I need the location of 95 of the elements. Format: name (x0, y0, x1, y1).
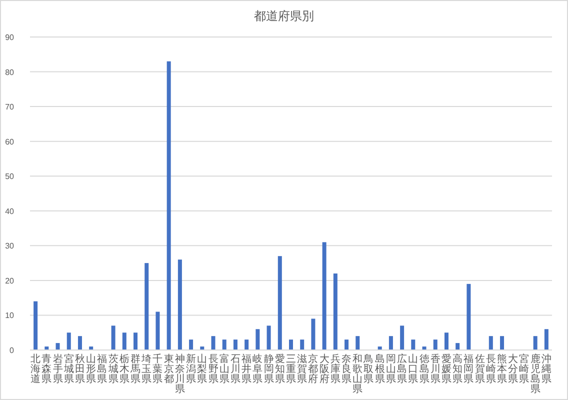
x-tick-label: 沖縄県 (540, 353, 552, 385)
bar (400, 326, 404, 350)
bar (134, 332, 138, 350)
y-tick-label: 40 (5, 206, 15, 216)
bar (411, 340, 416, 350)
bar (166, 61, 171, 350)
bar (278, 256, 282, 350)
y-tick-label: 30 (5, 242, 15, 251)
bar (300, 340, 304, 350)
bar (388, 336, 393, 350)
y-tick-label: 60 (5, 137, 15, 146)
x-tick-label: 岩手県 (52, 353, 63, 385)
bar (144, 263, 149, 350)
bar (500, 336, 504, 350)
x-tick-label: 岡山県 (386, 354, 396, 385)
bar (466, 284, 471, 350)
y-tick-label: 90 (5, 33, 15, 42)
x-tick-label: 青森県 (42, 353, 52, 385)
bar (244, 340, 249, 350)
bar (544, 329, 548, 350)
bar (122, 332, 126, 350)
x-tick-label: 山口県 (408, 353, 418, 385)
x-tick-label: 長崎県 (486, 354, 496, 385)
x-tick-label: 秋田県 (74, 353, 85, 385)
bar (433, 340, 438, 350)
x-tick-label: 奈良県 (342, 354, 352, 385)
bar (66, 332, 71, 350)
x-tick-label: 大分県 (508, 353, 518, 385)
x-tick-label: 高知県 (452, 353, 463, 385)
bar (56, 343, 60, 350)
bar (266, 326, 271, 350)
y-tick-label: 0 (10, 346, 15, 355)
bar (78, 336, 82, 350)
x-tick-label: 愛知県 (274, 353, 285, 385)
bar (189, 340, 194, 350)
bar (333, 273, 338, 350)
chart-title: 都道府県別 (254, 9, 314, 23)
bar (111, 326, 116, 350)
y-tick-label: 20 (5, 276, 15, 286)
y-tick-label: 70 (5, 102, 15, 112)
x-tick-label: 静岡県 (264, 353, 274, 385)
x-tick-label: 宮城県 (62, 353, 74, 385)
x-tick-label: 三重県 (286, 354, 296, 385)
bar (311, 318, 316, 350)
bar (256, 329, 260, 350)
bar (344, 340, 349, 350)
bar (533, 336, 538, 350)
bar (488, 336, 493, 350)
x-tick-label: 福島県 (97, 353, 108, 385)
x-tick-label: 山形県 (86, 353, 96, 385)
x-tick-label: 佐賀県 (474, 354, 485, 385)
bar (211, 336, 216, 350)
x-tick-label: 新潟県 (186, 353, 196, 385)
x-tick-label: 北海道 (30, 353, 41, 385)
x-tick-label: 鹿児島県 (530, 353, 540, 395)
x-tick-label: 京都府 (308, 353, 318, 385)
x-tick-label: 宮崎県 (519, 353, 530, 385)
bar (456, 343, 460, 350)
x-tick-label: 大阪府 (319, 353, 330, 385)
x-tick-label: 長野県 (208, 354, 218, 385)
x-tick-label: 福井県 (242, 353, 252, 385)
x-tick-label: 石川県 (230, 354, 240, 385)
bar (222, 340, 226, 350)
x-tick-label: 栃木県 (119, 353, 130, 385)
x-tick-label: 東京都 (164, 353, 174, 385)
x-tick-label: 徳島県 (419, 354, 430, 385)
bar (322, 242, 326, 350)
x-tick-label: 神奈川県 (174, 353, 185, 395)
bar (34, 301, 38, 350)
bar (233, 340, 238, 350)
x-tick-label: 島根県 (374, 353, 385, 385)
x-tick-label: 山梨県 (197, 353, 208, 385)
x-tick-label: 熊本県 (497, 353, 508, 385)
bar (444, 332, 448, 350)
bar (289, 340, 293, 350)
x-tick-label: 鳥取県 (362, 353, 374, 385)
x-tick-label: 千葉県 (152, 353, 163, 385)
x-tick-label: 岐阜県 (252, 353, 263, 385)
x-tick-label: 香川県 (430, 353, 440, 385)
x-tick-label: 和歌山県 (352, 353, 363, 395)
x-tick-label: 福岡県 (464, 353, 474, 385)
y-tick-label: 80 (5, 68, 15, 77)
x-tick-label: 滋賀県 (297, 353, 308, 385)
bar (356, 336, 360, 350)
bar (178, 260, 182, 350)
x-tick-label: 茨城県 (107, 353, 118, 385)
y-tick-label: 50 (5, 172, 15, 182)
x-tick-label: 富山県 (219, 353, 230, 385)
x-tick-label: 愛媛県 (441, 353, 452, 385)
x-tick-label: 群馬県 (130, 353, 141, 385)
x-tick-label: 兵庫県 (330, 353, 340, 385)
x-tick-label: 埼玉県 (140, 353, 152, 385)
y-tick-label: 10 (5, 311, 15, 320)
x-tick-label: 広島県 (397, 353, 408, 385)
bar (156, 312, 160, 350)
